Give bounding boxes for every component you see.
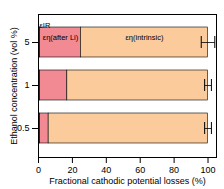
svg-text:εη(intrinsic): εη(intrinsic) bbox=[125, 33, 163, 42]
svg-text:Fractional cathodic potential: Fractional cathodic potential losses (%) bbox=[49, 176, 206, 186]
svg-text:Ethanol concentration (vol %): Ethanol concentration (vol %) bbox=[9, 27, 19, 145]
svg-text:εη(after Li): εη(after Li) bbox=[43, 33, 79, 42]
svg-text:5: 5 bbox=[24, 37, 29, 47]
svg-text:60: 60 bbox=[135, 165, 145, 175]
svg-text:εIR: εIR bbox=[40, 21, 51, 30]
svg-text:20: 20 bbox=[67, 165, 77, 175]
svg-text:40: 40 bbox=[101, 165, 111, 175]
svg-text:1: 1 bbox=[24, 80, 29, 90]
svg-text:0: 0 bbox=[36, 165, 41, 175]
svg-text:0.5: 0.5 bbox=[17, 123, 30, 134]
svg-text:80: 80 bbox=[169, 165, 179, 175]
svg-text:100: 100 bbox=[201, 165, 216, 175]
